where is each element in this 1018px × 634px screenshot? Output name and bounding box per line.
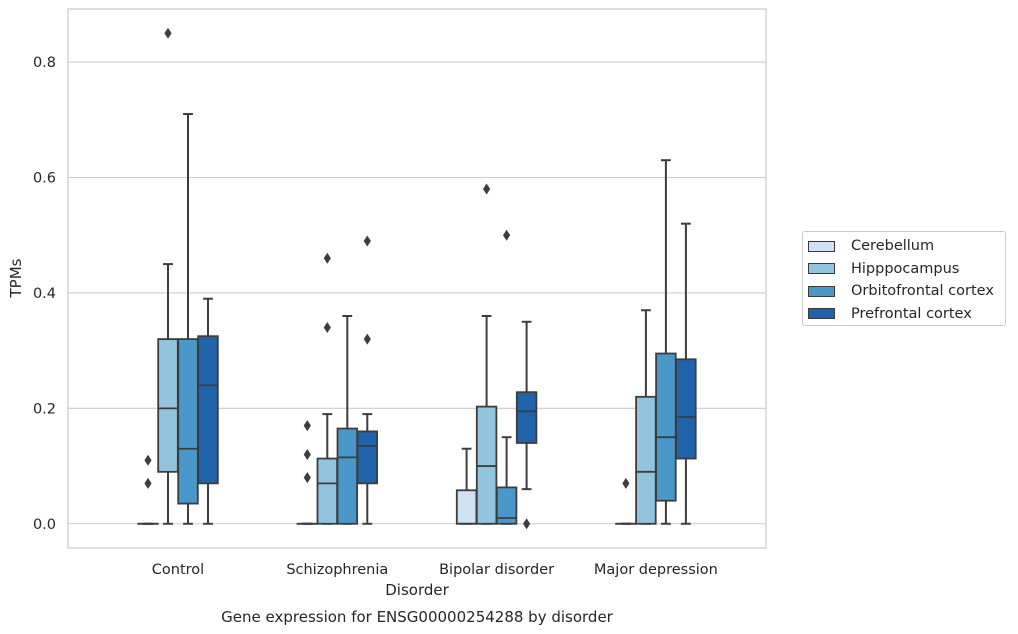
x-tick-label: Schizophrenia: [286, 562, 388, 578]
legend-label: Prefrontal cortex: [851, 305, 972, 322]
box-iqr: [495, 486, 518, 525]
box-outlier: [144, 477, 152, 489]
x-tick-labels: Control Schizophrenia Bipolar disorder Majo…: [152, 562, 718, 578]
box-series: [137, 27, 697, 530]
x-tick-label: Bipolar disorder: [439, 562, 554, 578]
box-outlier: [503, 229, 511, 241]
legend-label: Orbitofrontal cortex: [851, 283, 994, 300]
box-outlier: [323, 322, 331, 334]
legend-item-orbitofrontal-cortex: Orbitofrontal cortex: [808, 280, 1005, 303]
box-iqr: [635, 395, 657, 525]
box-iqr: [177, 338, 199, 505]
box-outlier: [303, 472, 311, 484]
box-outlier: [363, 333, 371, 345]
chart-title: Gene expression for ENSG00000254288 by d…: [221, 608, 614, 626]
box-outlier: [164, 27, 172, 39]
box-iqr: [655, 352, 677, 502]
box-outlier: [303, 420, 311, 432]
x-tick-label: Control: [152, 562, 204, 578]
series-prefrontal-cortex: [197, 222, 697, 530]
box-outlier: [303, 449, 311, 461]
box-outlier: [523, 518, 531, 530]
box-iqr: [157, 338, 179, 473]
legend-swatch-hippocampus: [808, 263, 835, 275]
legend: Cerebellum Hipppocampus Orbitofrontal co…: [802, 231, 1006, 326]
y-tick-label: 0.6: [33, 171, 56, 187]
x-axis-label: Disorder: [385, 581, 449, 599]
legend-item-cerebellum: Cerebellum: [808, 235, 1005, 258]
series-orbitofrontal-cortex: [177, 113, 677, 525]
y-tick-labels: 0.0 0.2 0.4 0.6 0.8: [33, 55, 56, 533]
box-outlier: [622, 477, 630, 489]
legend-item-hippocampus: Hipppocampus: [808, 258, 1005, 281]
box-iqr: [455, 489, 478, 525]
legend-label: Hipppocampus: [851, 260, 960, 277]
box-iqr: [336, 427, 359, 525]
legend-label: Cerebellum: [851, 238, 935, 255]
y-tick-label: 0.2: [33, 401, 56, 417]
legend-swatch-cerebellum: [808, 240, 835, 252]
y-tick-label: 0.4: [33, 286, 56, 302]
plot-frame: [67, 8, 767, 549]
box-outlier: [144, 454, 152, 466]
legend-swatch-orbitofrontal-cortex: [808, 285, 835, 297]
box-iqr: [675, 358, 697, 460]
y-tick-label: 0.8: [33, 55, 56, 71]
box-iqr: [197, 335, 219, 485]
box-iqr: [356, 430, 379, 485]
box-outlier: [363, 235, 371, 247]
legend-swatch-prefrontal-cortex: [808, 308, 835, 320]
box-iqr: [515, 391, 538, 444]
x-tick-label: Major depression: [594, 562, 718, 578]
box-outlier: [323, 252, 331, 264]
legend-item-prefrontal-cortex: Prefrontal cortex: [808, 303, 1005, 326]
box-iqr: [316, 457, 339, 525]
series-hipppocampus: [157, 27, 657, 525]
box-outlier: [483, 183, 491, 195]
y-axis-label: TPMs: [7, 258, 25, 298]
y-tick-label: 0.0: [33, 517, 56, 533]
